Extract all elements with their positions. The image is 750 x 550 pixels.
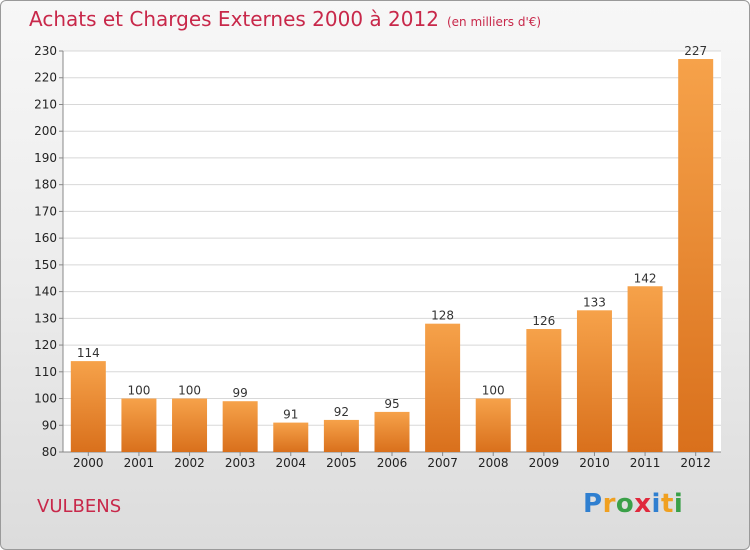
logo-letter: i: [651, 489, 661, 519]
x-tick-label: 2002: [174, 456, 205, 470]
plot-area: [63, 51, 721, 452]
bar-value-label: 227: [684, 44, 707, 58]
bar-2005: [323, 419, 359, 452]
y-tick-label: 180: [34, 178, 57, 192]
bar-value-label: 100: [482, 384, 505, 398]
y-tick-label: 100: [34, 392, 57, 406]
logo-letter: o: [615, 489, 635, 519]
y-tick-label: 140: [34, 285, 57, 299]
y-tick-label: 120: [34, 338, 57, 352]
proxiti-logo: Proxiti: [583, 489, 683, 519]
bar-2004: [273, 422, 309, 452]
y-tick-label: 160: [34, 231, 57, 245]
x-tick-label: 2000: [73, 456, 104, 470]
bar-2009: [526, 329, 562, 452]
chart-unit: (en milliers d'€): [446, 15, 542, 29]
y-tick-label: 130: [34, 311, 57, 325]
x-tick-label: 2012: [680, 456, 711, 470]
bar-2001: [121, 398, 157, 452]
x-tick-label: 2003: [225, 456, 256, 470]
logo-letter: x: [634, 489, 652, 519]
bar-2008: [475, 398, 511, 452]
bar-value-label: 133: [583, 295, 606, 309]
y-tick-label: 230: [34, 44, 57, 58]
y-tick-label: 80: [42, 445, 57, 459]
bar-2003: [222, 401, 258, 452]
logo-letter: r: [602, 489, 616, 519]
bar-2000: [70, 361, 106, 452]
bar-2012: [678, 59, 714, 453]
bar-value-label: 100: [178, 384, 201, 398]
logo-letter: P: [583, 489, 603, 519]
bar-value-label: 92: [334, 405, 349, 419]
bar-value-label: 95: [384, 397, 399, 411]
x-tick-label: 2007: [427, 456, 458, 470]
x-tick-label: 2010: [579, 456, 610, 470]
x-tick-label: 2009: [529, 456, 560, 470]
chart-title-text: Achats et Charges Externes 2000 à 2012: [29, 7, 439, 31]
y-tick-label: 90: [42, 418, 57, 432]
bar-value-label: 100: [127, 384, 150, 398]
bar-2002: [172, 398, 208, 452]
bar-value-label: 126: [532, 314, 555, 328]
chart-title: Achats et Charges Externes 2000 à 2012 (e…: [29, 7, 541, 31]
bar-2007: [425, 323, 461, 452]
bar-value-label: 114: [77, 346, 100, 360]
y-tick-label: 150: [34, 258, 57, 272]
x-tick-label: 2008: [478, 456, 509, 470]
x-tick-label: 2011: [630, 456, 661, 470]
x-tick-label: 2004: [275, 456, 306, 470]
bar-value-label: 99: [233, 386, 248, 400]
y-tick-label: 210: [34, 97, 57, 111]
bar-2011: [627, 286, 663, 452]
bar-2010: [576, 310, 612, 452]
commune-name: VULBENS: [37, 496, 122, 517]
bar-value-label: 91: [283, 408, 298, 422]
bar-value-label: 142: [634, 271, 657, 285]
y-tick-label: 170: [34, 204, 57, 218]
y-tick-label: 200: [34, 124, 57, 138]
logo-letter: i: [673, 489, 684, 519]
x-tick-label: 2001: [124, 456, 155, 470]
x-tick-label: 2005: [326, 456, 357, 470]
bar-2006: [374, 411, 410, 452]
logo-letter: t: [660, 489, 674, 519]
x-tick-label: 2006: [377, 456, 408, 470]
y-tick-label: 220: [34, 71, 57, 85]
bar-value-label: 128: [431, 309, 454, 323]
y-tick-label: 190: [34, 151, 57, 165]
y-tick-label: 110: [34, 365, 57, 379]
